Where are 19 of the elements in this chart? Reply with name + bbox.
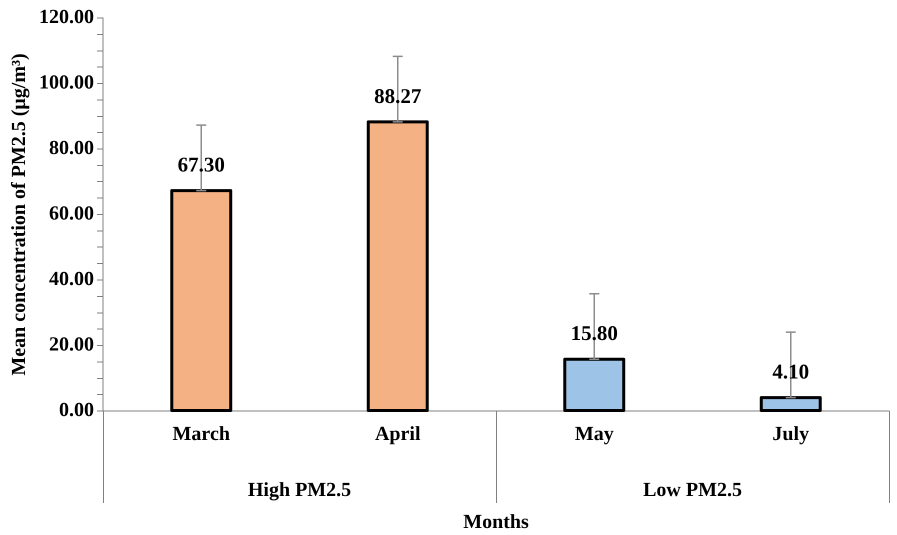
y-tick-label: 80.00 [49,137,94,160]
text: Low PM2.5 [643,479,742,502]
data-label: 88.27 [374,84,422,108]
y-tick-label: 0.00 [59,399,94,422]
data-label: 67.30 [178,152,225,177]
y-tick-label: 120.00 [39,6,94,28]
y-tick-label: 60.00 [49,202,94,225]
x-tick-label: May [574,423,614,446]
y-tick-label: 20.00 [49,334,94,356]
x-tick-label: March [172,423,230,446]
text: High PM2.5 [248,479,352,502]
y-axis-title: Mean concentration of PM2.5 (μg/m³) [8,53,30,376]
y-tick-label: 40.00 [49,268,94,290]
y-tick-label: 100.00 [39,72,94,94]
data-label: 15.80 [570,321,618,346]
data-label: 4.10 [772,359,810,384]
x-axis-title: Months [463,511,529,534]
x-tick-label: July [772,423,810,446]
x-tick-label: April [374,423,421,446]
